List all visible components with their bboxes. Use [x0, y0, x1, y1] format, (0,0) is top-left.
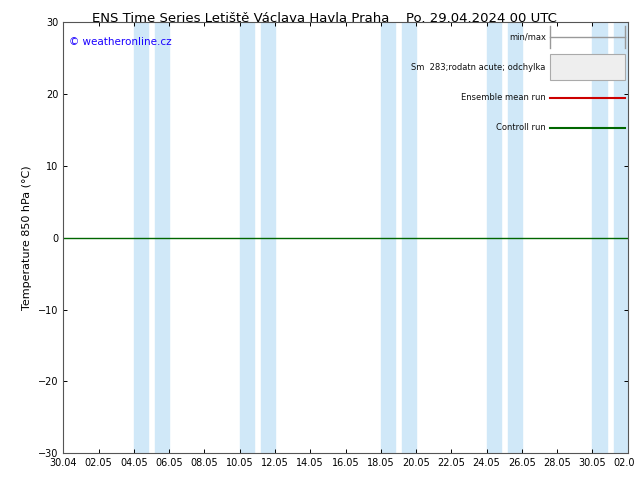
Text: © weatheronline.cz: © weatheronline.cz [69, 37, 172, 47]
Bar [261, 22, 275, 453]
Bar [134, 22, 148, 453]
Bar [550, 54, 625, 80]
Text: min/max: min/max [509, 33, 546, 42]
Bar [381, 22, 395, 453]
Bar [402, 22, 416, 453]
Bar [240, 22, 254, 453]
Bar [487, 22, 501, 453]
Text: Controll run: Controll run [496, 123, 546, 132]
Bar [592, 22, 607, 453]
Y-axis label: Temperature 850 hPa (°C): Temperature 850 hPa (°C) [22, 165, 32, 310]
Text: ENS Time Series Letiště Václava Havla Praha: ENS Time Series Letiště Václava Havla Pr… [92, 12, 390, 25]
Bar [614, 22, 628, 453]
Bar [155, 22, 169, 453]
Text: Ensemble mean run: Ensemble mean run [461, 93, 546, 102]
Text: Sm  283;rodatn acute; odchylka: Sm 283;rodatn acute; odchylka [411, 63, 546, 72]
Bar [508, 22, 522, 453]
Text: Po. 29.04.2024 00 UTC: Po. 29.04.2024 00 UTC [406, 12, 557, 25]
